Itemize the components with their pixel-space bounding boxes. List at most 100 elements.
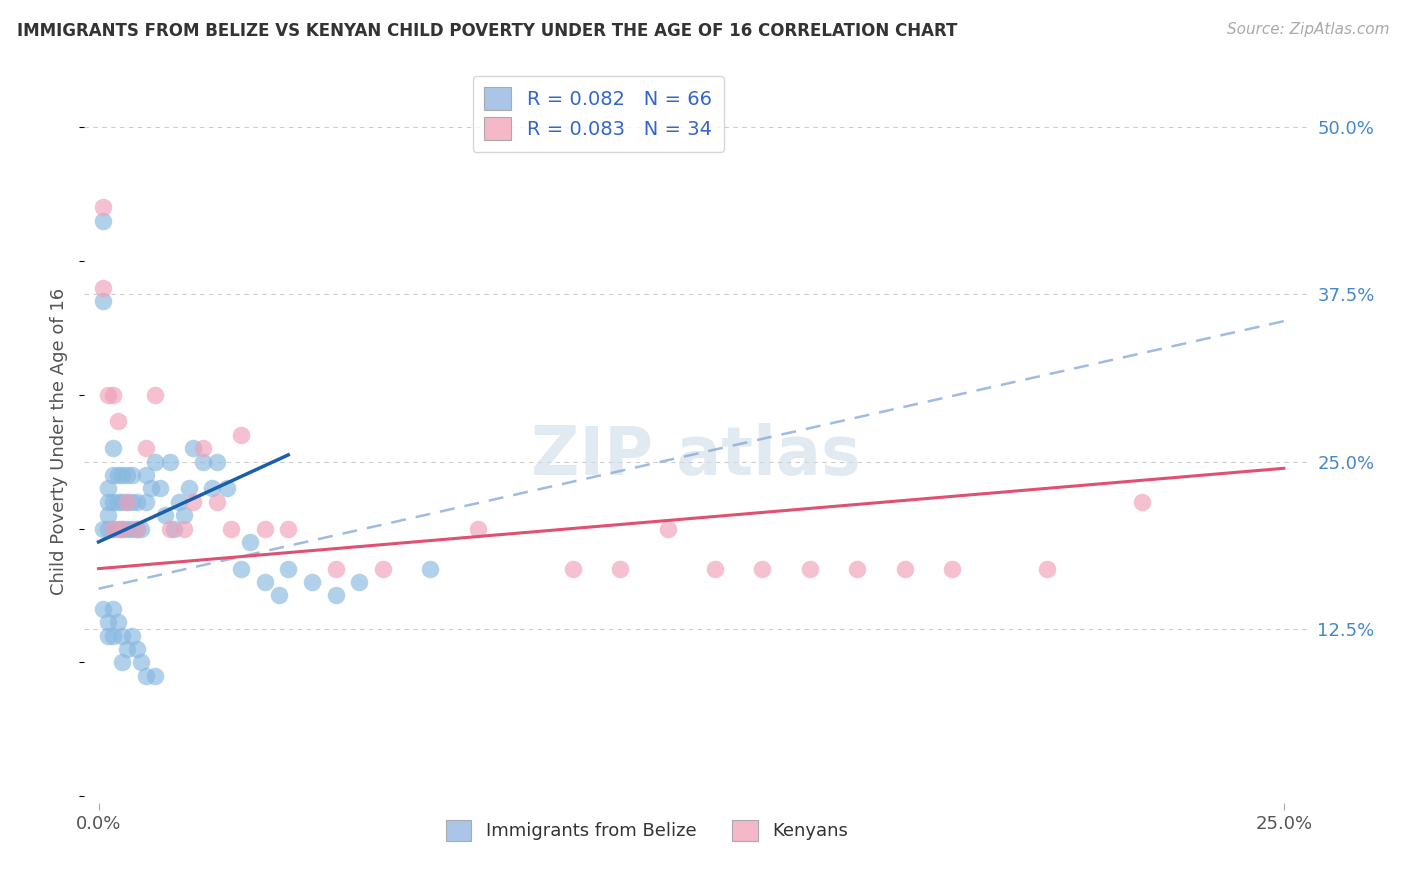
Point (125, 521, 148, 535)
Point (121, 628, 143, 642)
Point (177, 482, 200, 496)
Point (1130, 494, 1153, 508)
Point (121, 467, 143, 482)
Point (135, 442, 157, 455)
Point (111, 521, 134, 535)
Point (467, 521, 489, 535)
Point (107, 521, 129, 535)
Point (167, 494, 190, 508)
Point (91, 294, 114, 309)
Point (115, 494, 138, 508)
Point (267, 589, 290, 603)
Point (173, 508, 195, 523)
Point (239, 535, 262, 549)
Point (301, 575, 323, 590)
Point (129, 655, 152, 669)
Point (115, 467, 138, 482)
Point (97, 615, 120, 630)
Point (325, 562, 347, 576)
Point (101, 628, 124, 642)
Point (229, 427, 252, 442)
Point (183, 494, 205, 508)
Point (191, 455, 214, 469)
Point (145, 669, 167, 683)
Point (111, 467, 134, 482)
Point (941, 562, 963, 576)
Point (91, 201, 114, 215)
Point (125, 494, 148, 508)
Point (111, 521, 134, 535)
Point (115, 494, 138, 508)
Legend: Immigrants from Belize, Kenyans: Immigrants from Belize, Kenyans (439, 813, 855, 848)
Point (101, 467, 124, 482)
Point (893, 562, 915, 576)
Point (97, 508, 120, 523)
Point (349, 575, 371, 590)
Point (221, 521, 243, 535)
Point (657, 521, 679, 535)
Point (97, 387, 120, 401)
Point (107, 467, 129, 482)
Point (91, 602, 114, 616)
Point (799, 562, 821, 576)
Point (101, 387, 124, 401)
Point (111, 655, 134, 669)
Point (101, 521, 124, 535)
Point (115, 642, 138, 657)
Point (277, 521, 299, 535)
Point (91, 281, 114, 295)
Point (97, 482, 120, 496)
Point (205, 455, 228, 469)
Point (419, 562, 441, 576)
Point (111, 628, 134, 642)
Point (111, 494, 134, 508)
Point (107, 494, 129, 508)
Point (751, 562, 773, 576)
Point (91, 213, 114, 227)
Point (91, 521, 114, 535)
Point (183, 442, 205, 455)
Point (159, 521, 181, 535)
Point (277, 562, 299, 576)
Point (115, 521, 138, 535)
Point (135, 494, 157, 508)
Point (371, 562, 394, 576)
Point (101, 521, 124, 535)
Point (191, 442, 214, 455)
Point (97, 494, 120, 508)
Point (846, 562, 869, 576)
Point (101, 442, 124, 455)
Point (125, 642, 148, 657)
Point (205, 494, 228, 508)
Point (1036, 562, 1059, 576)
Point (121, 521, 143, 535)
Y-axis label: Child Poverty Under the Age of 16: Child Poverty Under the Age of 16 (51, 288, 69, 595)
Point (135, 669, 157, 683)
Point (159, 455, 181, 469)
Text: ZIP atlas: ZIP atlas (531, 423, 860, 489)
Point (561, 562, 583, 576)
Point (201, 482, 224, 496)
Point (107, 414, 129, 428)
Point (107, 615, 129, 630)
Point (101, 602, 124, 616)
Point (163, 521, 186, 535)
Point (253, 521, 276, 535)
Point (125, 521, 148, 535)
Point (101, 494, 124, 508)
Text: IMMIGRANTS FROM BELIZE VS KENYAN CHILD POVERTY UNDER THE AGE OF 16 CORRELATION C: IMMIGRANTS FROM BELIZE VS KENYAN CHILD P… (17, 22, 957, 40)
Point (325, 589, 347, 603)
Point (703, 562, 725, 576)
Point (229, 562, 252, 576)
Point (135, 467, 157, 482)
Point (97, 628, 120, 642)
Point (145, 387, 167, 401)
Text: Source: ZipAtlas.com: Source: ZipAtlas.com (1226, 22, 1389, 37)
Point (149, 482, 172, 496)
Point (609, 562, 631, 576)
Point (253, 575, 276, 590)
Point (173, 521, 195, 535)
Point (153, 508, 176, 523)
Point (129, 521, 152, 535)
Point (139, 482, 162, 496)
